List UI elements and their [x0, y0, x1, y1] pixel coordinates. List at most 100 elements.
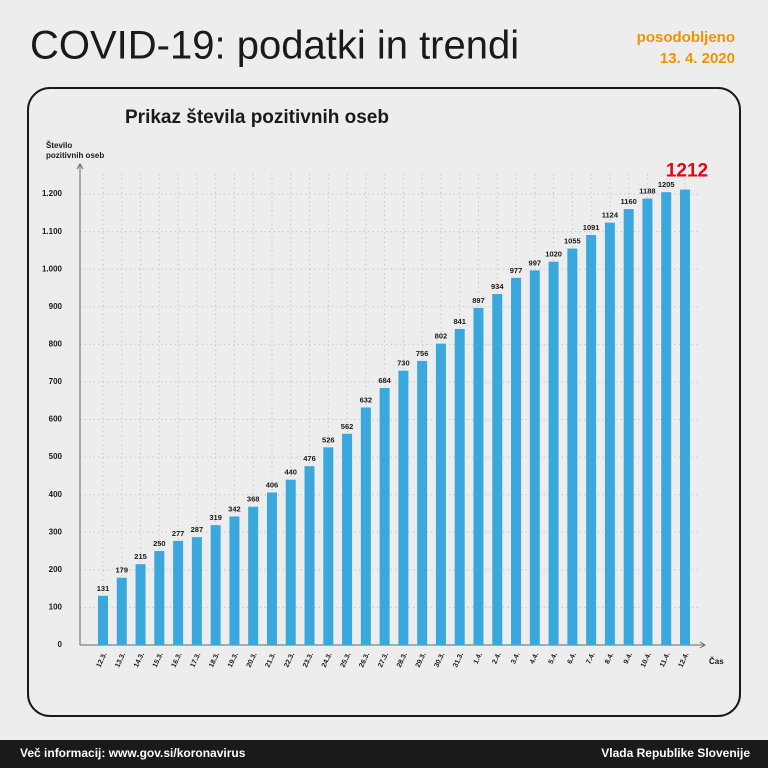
bar	[342, 433, 353, 645]
chart-title: Prikaz števila pozitivnih oseb	[125, 107, 389, 128]
value-label: 526	[322, 435, 335, 444]
y-tick-label: 400	[49, 490, 63, 499]
x-tick-label: 7.4.	[585, 652, 596, 666]
x-tick-label: 14.3.	[133, 652, 146, 669]
bar	[661, 192, 672, 645]
y-tick-label: 1.100	[42, 227, 63, 236]
value-label: 277	[172, 529, 185, 538]
value-label: 562	[341, 422, 354, 431]
x-tick-label: 6.4.	[567, 652, 578, 666]
x-tick-label: 23.3.	[302, 652, 315, 669]
value-label: 977	[510, 266, 523, 275]
value-label: 802	[435, 332, 448, 341]
footer-right: Vlada Republike Slovenije	[601, 746, 750, 760]
value-label: 1212	[666, 161, 708, 182]
y-tick-label: 0	[58, 640, 63, 649]
x-tick-label: 15.3.	[152, 652, 165, 669]
x-tick-label: 25.3.	[340, 652, 353, 669]
bar	[229, 516, 240, 645]
x-tick-label: 9.4.	[623, 652, 634, 666]
bar	[154, 551, 165, 645]
bar	[604, 222, 615, 645]
y-tick-label: 300	[49, 527, 63, 536]
x-tick-label: 16.3.	[171, 652, 184, 669]
bar	[567, 248, 578, 645]
bar	[548, 261, 559, 645]
bar	[623, 209, 634, 645]
bar	[98, 595, 108, 645]
y-tick-label: 1.000	[42, 264, 63, 273]
value-label: 934	[491, 282, 504, 291]
value-label: 1205	[658, 180, 675, 189]
y-tick-label: 100	[49, 603, 63, 612]
footer-left: Več informacij: www.gov.si/koronavirus	[20, 746, 246, 760]
bar	[323, 447, 334, 645]
x-tick-label: 13.3.	[114, 652, 127, 669]
x-tick-label: 28.3.	[396, 652, 409, 669]
bar	[135, 564, 146, 645]
y-label: Število	[46, 141, 72, 150]
footer-bar	[0, 740, 768, 768]
value-label: 1091	[583, 223, 600, 232]
bar	[191, 537, 202, 645]
value-label: 684	[378, 376, 391, 385]
value-label: 287	[191, 525, 204, 534]
bar	[473, 307, 484, 645]
value-label: 997	[529, 258, 542, 267]
x-axis-arrow	[699, 641, 706, 649]
bar	[680, 189, 690, 645]
updated-date: 13. 4. 2020	[660, 50, 735, 67]
x-tick-label: 30.3.	[433, 652, 446, 669]
bar	[529, 270, 540, 645]
x-tick-label: 2.4.	[491, 652, 502, 666]
y-tick-label: 700	[49, 377, 63, 386]
bar	[285, 479, 296, 645]
x-tick-label: 11.4.	[659, 652, 672, 669]
bar	[492, 294, 503, 645]
bar	[360, 407, 371, 645]
y-tick-label: 600	[49, 415, 63, 424]
value-label: 250	[153, 539, 166, 548]
x-tick-label: 22.3.	[283, 652, 296, 669]
value-label: 342	[228, 504, 241, 513]
x-tick-label: 10.4.	[640, 652, 653, 669]
x-tick-label: 21.3.	[265, 652, 278, 669]
x-tick-label: 31.3.	[452, 652, 465, 669]
value-label: 897	[472, 296, 485, 305]
x-tick-label: 4.4.	[529, 652, 540, 666]
value-label: 131	[97, 584, 110, 593]
value-label: 1160	[621, 197, 637, 206]
x-label: Čas	[709, 657, 724, 666]
bar	[435, 343, 446, 645]
x-tick-label: 17.3.	[189, 652, 202, 669]
bar	[248, 506, 259, 645]
x-tick-label: 26.3.	[358, 652, 371, 669]
value-label: 841	[453, 317, 466, 326]
bar	[304, 466, 315, 645]
x-tick-label: 5.4.	[548, 652, 559, 666]
x-tick-label: 29.3.	[415, 652, 428, 669]
x-tick-label: 19.3.	[227, 652, 240, 669]
value-label: 756	[416, 349, 429, 358]
bar	[173, 540, 184, 645]
value-label: 1020	[545, 250, 562, 259]
updated-label: posodobljeno	[637, 29, 735, 46]
y-tick-label: 500	[49, 452, 63, 461]
y-label: pozitivnih oseb	[46, 151, 104, 160]
value-label: 1188	[639, 187, 655, 196]
value-label: 440	[284, 468, 297, 477]
value-label: 215	[134, 552, 147, 561]
bar	[511, 277, 522, 645]
bar	[454, 328, 465, 645]
y-tick-label: 800	[49, 339, 63, 348]
y-tick-label: 200	[49, 565, 63, 574]
x-tick-label: 24.3.	[321, 652, 334, 669]
x-tick-label: 18.3.	[208, 652, 221, 669]
bar	[266, 492, 277, 645]
value-label: 632	[360, 395, 373, 404]
chart-frame	[27, 87, 741, 717]
x-tick-label: 27.3.	[377, 652, 390, 669]
value-label: 406	[266, 480, 279, 489]
x-tick-label: 12.4.	[678, 652, 691, 669]
bar	[379, 387, 390, 645]
